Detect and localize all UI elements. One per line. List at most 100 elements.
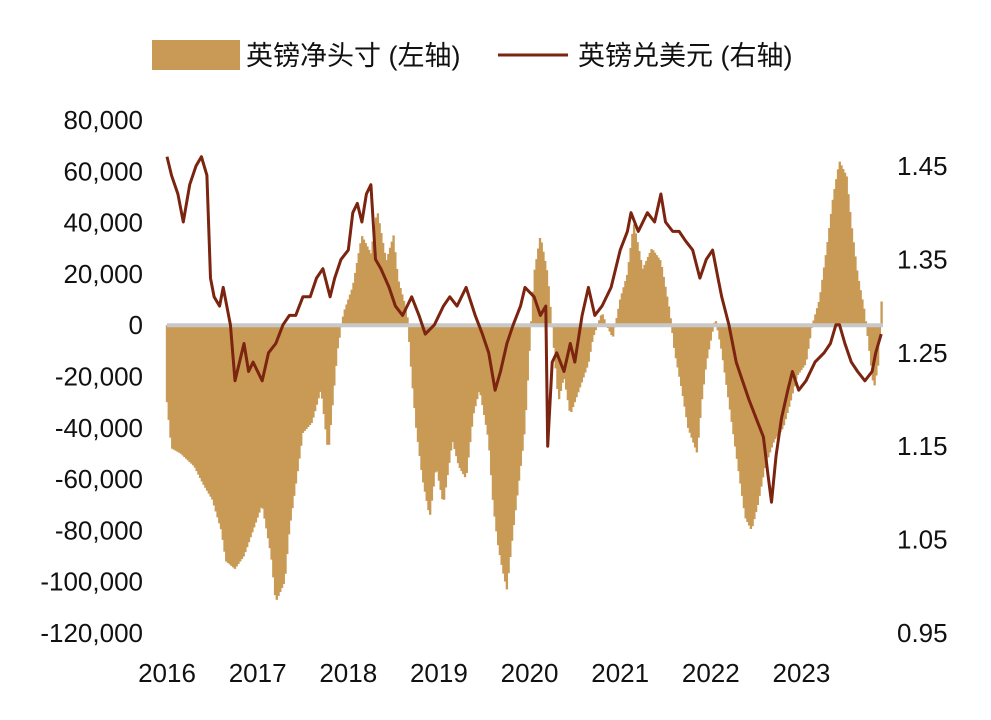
bar xyxy=(273,325,277,596)
bar xyxy=(415,325,418,428)
bar xyxy=(254,325,258,523)
bar xyxy=(835,179,838,326)
bar xyxy=(685,325,688,418)
bar xyxy=(667,306,671,326)
bar xyxy=(195,325,198,472)
bar xyxy=(666,296,669,326)
bar xyxy=(266,325,270,539)
x-tick-label: 2016 xyxy=(138,658,196,688)
bar xyxy=(481,325,484,406)
bar xyxy=(814,314,817,326)
bar xyxy=(868,325,871,351)
bar xyxy=(678,325,681,377)
bar xyxy=(523,325,526,435)
bar xyxy=(341,316,345,326)
bar xyxy=(307,325,310,428)
bar xyxy=(331,325,334,406)
bar xyxy=(622,287,625,326)
bar xyxy=(329,325,333,426)
left-tick-label: -120,000 xyxy=(40,618,143,648)
bar xyxy=(777,325,780,435)
bar xyxy=(587,325,590,362)
bar xyxy=(456,325,460,464)
bar xyxy=(756,325,760,506)
bar xyxy=(758,325,761,496)
bar xyxy=(463,325,467,478)
bar xyxy=(449,325,453,451)
bar xyxy=(322,325,326,414)
bar xyxy=(430,325,434,501)
bar xyxy=(181,325,184,456)
right-tick-label: 1.25 xyxy=(897,338,948,368)
bar xyxy=(218,325,221,524)
bar xyxy=(559,325,563,391)
bar xyxy=(721,325,725,361)
bar xyxy=(594,325,597,331)
bar xyxy=(598,320,601,326)
bar xyxy=(409,325,413,367)
bar xyxy=(681,325,685,397)
bar xyxy=(679,325,683,386)
bar xyxy=(538,237,542,326)
bar xyxy=(190,325,193,464)
bar xyxy=(300,325,303,446)
bar xyxy=(714,321,718,326)
bar xyxy=(350,289,353,326)
bar xyxy=(535,259,538,326)
bar xyxy=(620,293,624,326)
bar xyxy=(660,266,664,326)
bar xyxy=(221,325,224,540)
bar xyxy=(275,325,278,600)
bar xyxy=(659,260,662,326)
bar xyxy=(774,325,777,440)
bar xyxy=(798,325,801,373)
bar xyxy=(817,302,821,326)
bar xyxy=(728,325,732,410)
bar xyxy=(789,325,793,401)
bar xyxy=(298,325,301,459)
bar xyxy=(552,325,556,348)
bar xyxy=(327,325,331,445)
bar xyxy=(361,236,364,326)
left-tick-label: -80,000 xyxy=(55,515,143,545)
bar xyxy=(427,325,430,511)
bar xyxy=(324,325,327,430)
bar xyxy=(618,299,622,326)
bar xyxy=(444,325,448,488)
bar xyxy=(671,325,674,334)
bar xyxy=(258,325,261,513)
bar xyxy=(739,325,742,484)
bar xyxy=(169,325,172,438)
bar xyxy=(326,325,329,445)
left-tick-label: 60,000 xyxy=(63,156,143,186)
bar xyxy=(484,325,488,425)
bar xyxy=(805,325,808,360)
bar xyxy=(371,241,374,326)
x-tick-label: 2019 xyxy=(410,658,468,688)
bar xyxy=(638,251,641,326)
bar xyxy=(521,325,524,451)
bar xyxy=(441,325,444,500)
bar xyxy=(505,325,509,590)
left-tick-label: 20,000 xyxy=(63,259,143,289)
bar xyxy=(664,286,667,326)
bar xyxy=(308,325,312,426)
bar xyxy=(439,325,442,490)
bar xyxy=(615,318,618,326)
bar xyxy=(172,325,176,450)
bar xyxy=(500,325,503,565)
bar xyxy=(348,294,352,326)
bar xyxy=(380,233,383,326)
bar xyxy=(368,249,371,326)
bar xyxy=(625,274,629,326)
bar xyxy=(648,252,651,326)
bar xyxy=(460,325,463,472)
legend-bar-swatch xyxy=(152,40,240,70)
bar xyxy=(802,325,805,368)
right-tick-label: 1.05 xyxy=(897,525,948,555)
bar xyxy=(720,325,723,349)
bar xyxy=(519,325,522,466)
bar xyxy=(657,257,660,326)
bar xyxy=(378,223,381,326)
bar xyxy=(502,325,505,574)
